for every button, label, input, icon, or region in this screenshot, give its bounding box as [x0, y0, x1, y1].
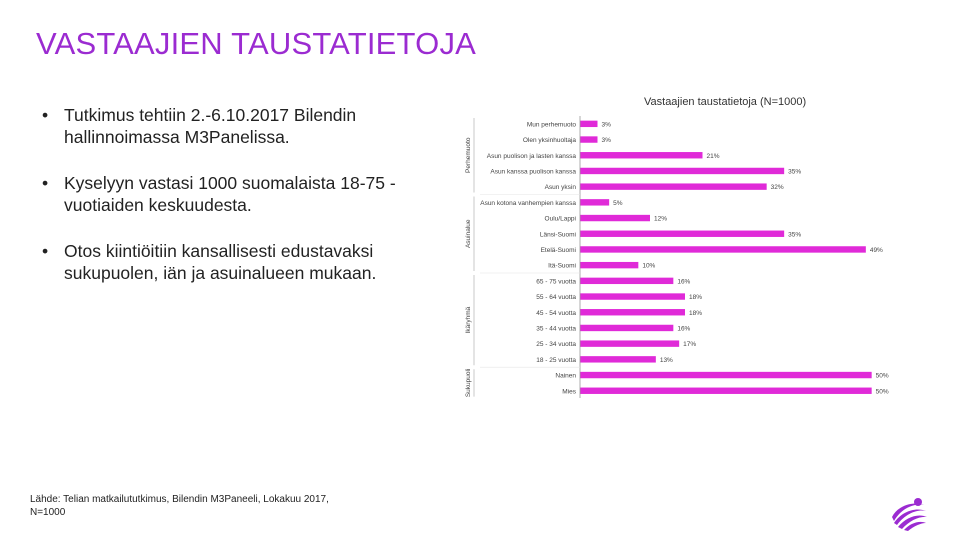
group-label: Perhemuoto: [465, 137, 472, 173]
bar: [580, 183, 767, 190]
chart-title: Vastaajien taustatietoja (N=1000): [644, 96, 806, 108]
data-label: 18%: [689, 294, 702, 301]
bar: [580, 136, 598, 143]
bullet-item: • Tutkimus tehtiin 2.-6.10.2017 Bilendin …: [40, 104, 400, 148]
data-label: 35%: [788, 231, 801, 238]
bullet-item: • Kyselyyn vastasi 1000 suomalaista 18-75…: [40, 172, 400, 216]
category-label: 18 - 25 vuotta: [536, 357, 576, 364]
category-label: 65 - 75 vuotta: [536, 278, 576, 285]
bar: [580, 309, 685, 316]
telia-pebble-icon: [892, 498, 927, 531]
category-label: Oulu/Lappi: [545, 216, 576, 223]
bar: [580, 277, 674, 285]
bullet-list: • Tutkimus tehtiin 2.-6.10.2017 Bilendin …: [40, 104, 400, 308]
bar: [580, 340, 680, 347]
source-line: Lähde: Telian matkailututkimus, Bilendin…: [30, 494, 329, 505]
slide-title: VASTAAJIEN TAUSTATIETOJA: [36, 26, 477, 61]
bullet-text: Tutkimus tehtiin 2.-6.10.2017 Bilendin h…: [64, 105, 357, 147]
bar: [580, 230, 785, 237]
bar: [580, 293, 685, 300]
data-label: 35%: [788, 168, 801, 175]
data-label: 50%: [876, 373, 889, 380]
source-line: N=1000: [30, 507, 66, 518]
bullet-dot: •: [42, 105, 49, 125]
bar: [580, 199, 610, 206]
bar: [580, 324, 674, 332]
category-label: 55 - 64 vuotta: [536, 294, 576, 301]
category-label: Asun puolison ja lasten kanssa: [487, 153, 577, 160]
bar: [580, 167, 785, 175]
category-label: 25 - 34 vuotta: [536, 341, 576, 348]
data-label: 17%: [683, 341, 696, 348]
data-label: 16%: [677, 278, 690, 285]
data-label: 49%: [870, 247, 883, 254]
source-note: Lähde: Telian matkailututkimus, Bilendin…: [30, 493, 360, 519]
category-label: Olen yksinhuoltaja: [523, 137, 576, 144]
data-label: 16%: [677, 325, 690, 332]
data-label: 10%: [642, 263, 655, 270]
bar: [580, 152, 703, 159]
bullet-item: • Otos kiintiöitiin kansallisesti edustav…: [40, 240, 400, 284]
bullet-dot: •: [42, 173, 49, 193]
category-label: Asun kanssa puolison kanssa: [490, 168, 576, 175]
category-label: Mun perhemuoto: [527, 121, 577, 128]
category-label: Asun kotona vanhempien kanssa: [480, 200, 576, 207]
data-label: 12%: [654, 216, 667, 223]
bar: [580, 371, 872, 379]
category-label: Länsi-Suomi: [540, 231, 576, 238]
data-label: 18%: [689, 310, 702, 317]
bar: [580, 261, 639, 269]
bar: [580, 356, 656, 363]
data-label: 32%: [771, 184, 784, 191]
data-label: 3%: [602, 121, 612, 128]
category-label: 45 - 54 vuotta: [536, 310, 576, 317]
bar: [580, 120, 598, 128]
bullet-text: Kyselyyn vastasi 1000 suomalaista 18-75 …: [64, 173, 396, 215]
bar: [580, 214, 650, 222]
group-label: Ikäryhmä: [465, 306, 472, 333]
group-label: Asuinalue: [465, 219, 472, 248]
category-label: Itä-Suomi: [548, 263, 576, 270]
bar-chart: Vastaajien taustatietoja (N=1000) Mun per…: [465, 96, 889, 398]
bar: [580, 387, 872, 394]
category-label: Mies: [562, 388, 576, 395]
bullet-text: Otos kiintiöitiin kansallisesti edustava…: [64, 241, 377, 283]
data-label: 50%: [876, 388, 889, 395]
bar: [580, 246, 866, 253]
data-label: 5%: [613, 200, 623, 207]
data-label: 3%: [602, 137, 612, 144]
category-label: Asun yksin: [545, 184, 577, 191]
category-label: 35 - 44 vuotta: [536, 325, 576, 332]
group-label: Sukupuoli: [465, 369, 472, 398]
category-label: Etelä-Suomi: [541, 247, 576, 254]
data-label: 21%: [707, 153, 720, 160]
bullet-dot: •: [42, 241, 49, 261]
category-label: Nainen: [555, 373, 576, 380]
data-label: 13%: [660, 357, 673, 364]
